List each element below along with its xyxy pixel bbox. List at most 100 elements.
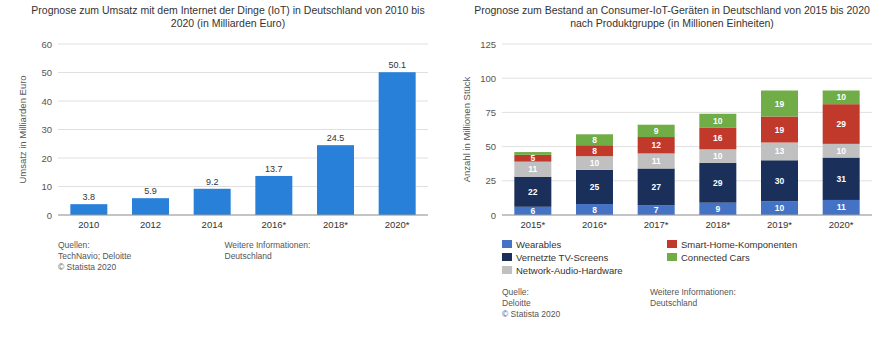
grid-line bbox=[58, 44, 428, 45]
legend-label: Vernetzte TV-Screens bbox=[516, 252, 608, 263]
grid-line bbox=[58, 158, 428, 159]
data-label: 9 bbox=[654, 126, 659, 136]
y-tick-label: 60 bbox=[41, 39, 52, 50]
x-tick-label: 2019* bbox=[767, 219, 792, 230]
annotation-line: © Statista 2020 bbox=[58, 262, 117, 272]
x-tick-label: 2016* bbox=[261, 219, 286, 230]
chart-title-line: Prognose zum Umsatz mit dem Internet der… bbox=[31, 4, 424, 16]
bar-segment bbox=[576, 145, 613, 156]
y-tick-label: 100 bbox=[480, 73, 496, 84]
y-tick-label: 20 bbox=[41, 153, 52, 164]
data-label: 16 bbox=[713, 133, 723, 143]
data-label: 10 bbox=[836, 146, 846, 156]
x-axis-line bbox=[58, 215, 428, 216]
data-label: 12 bbox=[651, 140, 661, 150]
annotation-line: Quelle: bbox=[502, 287, 529, 297]
chart-title-line: Prognose zum Bestand an Consumer-IoT-Ger… bbox=[474, 4, 870, 16]
y-tick-label: 50 bbox=[41, 67, 52, 78]
data-label: 8 bbox=[592, 205, 597, 215]
bar-segment bbox=[761, 142, 798, 160]
chart-panel: Prognose zum Bestand an Consumer-IoT-Ger… bbox=[461, 4, 872, 319]
grid bbox=[58, 44, 428, 215]
annotation: Weitere Informationen:Deutschland bbox=[225, 240, 311, 261]
bar-segment bbox=[514, 207, 551, 215]
data-label: 10 bbox=[713, 116, 723, 126]
marks bbox=[70, 72, 415, 215]
grid-line bbox=[58, 101, 428, 102]
data-label: 10 bbox=[775, 203, 785, 213]
bar-segment bbox=[576, 156, 613, 170]
data-label: 8 bbox=[592, 146, 597, 156]
bar-segment bbox=[638, 205, 675, 215]
data-label: 11 bbox=[652, 156, 661, 166]
bar bbox=[194, 189, 231, 215]
data-label: 5 bbox=[530, 153, 535, 163]
data-label: 11 bbox=[528, 164, 537, 174]
data-label: 30 bbox=[775, 176, 785, 186]
data-label: 13 bbox=[775, 146, 785, 156]
chart-page: Prognose zum Umsatz mit dem Internet der… bbox=[0, 0, 888, 352]
bar-segment bbox=[638, 125, 675, 137]
bar-segment bbox=[823, 200, 860, 215]
data-label: 27 bbox=[651, 182, 661, 192]
x-tick-label: 2015* bbox=[520, 219, 545, 230]
chart-title: Prognose zum Umsatz mit dem Internet der… bbox=[31, 4, 424, 29]
bar-segment bbox=[761, 117, 798, 143]
chart-title: Prognose zum Bestand an Consumer-IoT-Ger… bbox=[474, 4, 870, 29]
data-label: 6 bbox=[530, 206, 535, 216]
data-label: 31 bbox=[836, 174, 846, 184]
annotation-line: Weitere Informationen: bbox=[650, 287, 736, 297]
x-axis-line bbox=[502, 215, 872, 216]
bar-segment bbox=[699, 114, 736, 128]
y-tick-label: 10 bbox=[41, 181, 52, 192]
annotation-line: Quellen: bbox=[58, 240, 90, 250]
chart-title-line: nach Produktgruppe (in Millionen Einheit… bbox=[570, 17, 774, 29]
bar-segment bbox=[638, 137, 675, 153]
data-label: 7 bbox=[654, 205, 659, 215]
y-tick-label: 25 bbox=[485, 175, 496, 186]
data-label: 29 bbox=[836, 119, 846, 129]
y-tick-label: 0 bbox=[47, 210, 52, 221]
bar-segment bbox=[699, 203, 736, 215]
legend-swatch bbox=[502, 266, 512, 274]
annotation-line: TechNavio; Deloitte bbox=[58, 251, 132, 261]
y-axis-label: Anzahl in Millionen Stück bbox=[461, 76, 472, 182]
bar-segment bbox=[638, 153, 675, 168]
data-label: 8 bbox=[592, 135, 597, 145]
x-tick-label: 2018* bbox=[705, 219, 730, 230]
data-label: 3.8 bbox=[83, 192, 96, 202]
data-label: 19 bbox=[775, 99, 785, 109]
data-label: 19 bbox=[775, 125, 785, 135]
grid-line bbox=[502, 44, 872, 45]
data-label: 11 bbox=[837, 202, 846, 212]
grid bbox=[502, 44, 872, 215]
grid-line bbox=[58, 72, 428, 73]
data-label: 10 bbox=[713, 151, 723, 161]
y-tick-label: 125 bbox=[480, 39, 496, 50]
bar-segment bbox=[699, 163, 736, 203]
bar-segment bbox=[576, 204, 613, 215]
grid-line bbox=[502, 180, 872, 181]
y-tick-label: 40 bbox=[41, 96, 52, 107]
data-label: 9 bbox=[715, 204, 720, 214]
y-tick-label: 75 bbox=[485, 107, 496, 118]
bar-segment bbox=[576, 134, 613, 145]
data-label: 22 bbox=[528, 187, 538, 197]
bar bbox=[379, 72, 416, 215]
grid-line bbox=[58, 215, 428, 216]
bar bbox=[255, 176, 292, 215]
bar-segment bbox=[823, 144, 860, 158]
grid-line bbox=[502, 215, 872, 216]
x-tick-label: 2020* bbox=[829, 219, 854, 230]
legend-swatch bbox=[667, 253, 677, 261]
legend-swatch bbox=[502, 253, 512, 261]
data-label: 29 bbox=[713, 178, 723, 188]
marks bbox=[514, 91, 859, 215]
bar-segment bbox=[699, 127, 736, 149]
x-tick-label: 2017* bbox=[644, 219, 669, 230]
x-tick-label: 2016* bbox=[582, 219, 607, 230]
y-tick-label: 0 bbox=[491, 210, 496, 221]
y-axis-label: Umsatz in Milliarden Euro bbox=[17, 75, 28, 183]
grid-line bbox=[58, 129, 428, 130]
data-labels: 6879101122252729303111101110131058121619… bbox=[528, 92, 846, 216]
